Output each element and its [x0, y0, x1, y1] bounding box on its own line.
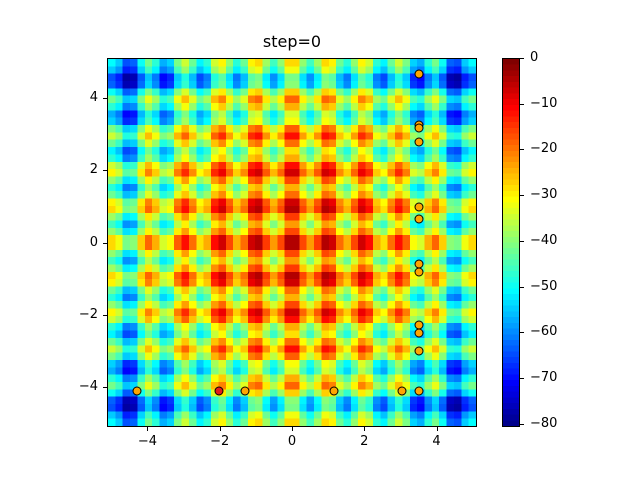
- y-tick-label: 2: [89, 162, 98, 178]
- scatter-point: [414, 267, 424, 277]
- x-tick-mark: [364, 427, 366, 431]
- colorbar-tick-label: 0: [530, 50, 539, 65]
- colorbar-tick-label: −70: [530, 370, 558, 386]
- y-tick-mark: [103, 386, 107, 388]
- colorbar-tick-mark: [520, 240, 524, 242]
- x-tick-mark: [147, 427, 149, 431]
- colorbar-tick-label: −10: [530, 95, 558, 111]
- y-tick-label: −4: [78, 378, 98, 394]
- colorbar-tick-label: −40: [530, 232, 558, 248]
- y-tick-mark: [103, 242, 107, 244]
- y-tick-mark: [103, 170, 107, 172]
- colorbar-tick-mark: [520, 149, 524, 151]
- x-tick-mark: [292, 427, 293, 431]
- x-tick-label: −4: [137, 434, 158, 449]
- x-tick-mark: [436, 427, 438, 431]
- scatter-point: [414, 137, 424, 147]
- colorbar-tick-label: −30: [530, 187, 558, 203]
- scatter-point: [329, 386, 339, 396]
- y-tick-mark: [103, 314, 107, 316]
- chart-title: step=0: [262, 32, 322, 51]
- colorbar-tick-mark: [520, 332, 524, 334]
- colorbar-tick-mark: [520, 378, 524, 380]
- colorbar-tick-mark: [520, 423, 524, 425]
- colorbar-tick-label: −60: [530, 324, 558, 340]
- scatter-point: [414, 346, 424, 356]
- scatter-point: [414, 202, 424, 212]
- colorbar-tick-label: −80: [530, 415, 558, 431]
- scatter-point: [414, 214, 424, 224]
- scatter-point: [414, 328, 424, 338]
- colorbar-tick-mark: [520, 103, 524, 105]
- scatter-point: [240, 386, 250, 396]
- heatmap-plot-area: [107, 58, 477, 427]
- colorbar: [502, 58, 520, 427]
- scatter-point: [132, 386, 142, 396]
- heatmap-canvas: [108, 59, 476, 426]
- scatter-point: [397, 386, 407, 396]
- y-tick-label: 0: [89, 234, 98, 250]
- scatter-point: [414, 123, 424, 133]
- x-tick-label: 0: [287, 434, 297, 449]
- x-tick-mark: [219, 427, 221, 431]
- scatter-point: [214, 386, 224, 396]
- y-tick-mark: [103, 98, 107, 100]
- colorbar-tick-mark: [520, 58, 524, 59]
- scatter-point: [414, 386, 424, 396]
- colorbar-tick-mark: [520, 195, 524, 197]
- colorbar-gradient: [503, 59, 519, 426]
- colorbar-tick-label: −50: [530, 278, 558, 294]
- y-tick-label: −2: [78, 306, 98, 322]
- x-tick-label: −2: [210, 434, 230, 449]
- y-tick-label: 4: [89, 90, 98, 106]
- x-tick-label: 4: [432, 434, 441, 449]
- colorbar-tick-mark: [520, 286, 524, 288]
- colorbar-tick-label: −20: [530, 141, 558, 157]
- x-tick-label: 2: [360, 434, 369, 449]
- scatter-point: [414, 69, 424, 79]
